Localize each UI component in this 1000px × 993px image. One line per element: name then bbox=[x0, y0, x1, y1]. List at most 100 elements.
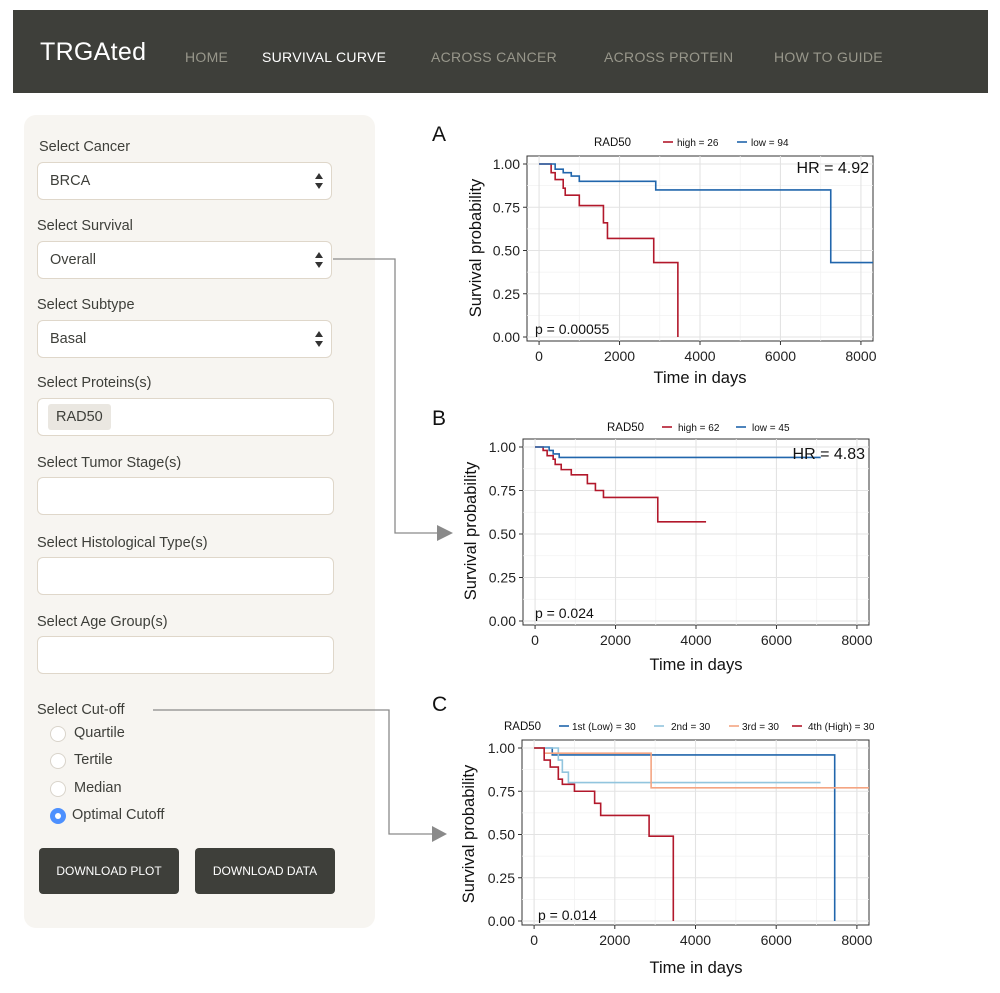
y-tick-label: 0.50 bbox=[493, 243, 520, 259]
cutoff-arrow-line bbox=[153, 709, 432, 835]
p-value: p = 0.00055 bbox=[535, 321, 610, 337]
legend-entry: 4th (High) = 30 bbox=[808, 722, 875, 733]
age-group-label: Select Age Group(s) bbox=[37, 614, 168, 630]
radio-label: Median bbox=[74, 780, 122, 796]
panel-letter-c: C bbox=[432, 693, 448, 716]
survival-label: Select Survival bbox=[37, 218, 133, 234]
cancer-select[interactable]: BRCA bbox=[37, 162, 332, 200]
radio-button[interactable] bbox=[50, 726, 66, 742]
legend-title: RAD50 bbox=[504, 721, 541, 733]
p-value: p = 0.024 bbox=[535, 605, 594, 621]
legend-entry: 2nd = 30 bbox=[671, 722, 711, 733]
x-tick-label: 2000 bbox=[599, 932, 630, 948]
x-tick-label: 4000 bbox=[684, 348, 715, 364]
x-tick-label: 8000 bbox=[841, 932, 872, 948]
cancer-select-value: BRCA bbox=[50, 173, 91, 189]
survival-chart-b: RAD50 high = 62 low = 45 0.00 0.25 0.50 0.7… bbox=[462, 422, 873, 674]
sidebar-panel: Select Cancer BRCA Select Survival Overa… bbox=[24, 115, 375, 928]
y-axis-label: Survival probability bbox=[462, 461, 480, 600]
nav-across-protein[interactable]: ACROSS PROTEIN bbox=[604, 49, 734, 65]
histological-type-label: Select Histological Type(s) bbox=[37, 535, 208, 551]
histological-type-input[interactable] bbox=[37, 557, 334, 595]
cutoff-label: Select Cut-off bbox=[37, 702, 125, 718]
x-tick-label: 0 bbox=[531, 632, 539, 648]
arrow-head-icon bbox=[432, 826, 447, 842]
subtype-label: Select Subtype bbox=[37, 297, 135, 313]
x-tick-label: 4000 bbox=[680, 632, 711, 648]
top-navbar: TRGAted HOME SURVIVAL CURVE ACROSS CANCE… bbox=[13, 10, 988, 93]
y-tick-label: 0.50 bbox=[489, 526, 516, 542]
radio-label: Optimal Cutoff bbox=[72, 807, 165, 823]
y-tick-label: 0.75 bbox=[489, 483, 516, 499]
download-plot-button[interactable]: DOWNLOAD PLOT bbox=[39, 848, 179, 894]
legend-title: RAD50 bbox=[594, 137, 631, 149]
x-axis-label: Time in days bbox=[650, 959, 743, 977]
series-line-1 bbox=[535, 446, 707, 523]
nav-how-to-guide[interactable]: HOW TO GUIDE bbox=[774, 49, 883, 65]
survival-arrow-line bbox=[333, 258, 437, 534]
x-axis-label: Time in days bbox=[650, 656, 743, 674]
proteins-input[interactable]: RAD50 bbox=[37, 398, 334, 436]
proteins-label: Select Proteins(s) bbox=[37, 375, 152, 391]
select-arrows-icon bbox=[315, 252, 323, 268]
y-tick-label: 0.25 bbox=[488, 870, 515, 886]
legend-entry: low = 45 bbox=[752, 423, 790, 434]
series-line-2 bbox=[534, 747, 821, 784]
radio-label: Quartile bbox=[74, 725, 125, 741]
y-tick-label: 1.00 bbox=[493, 156, 520, 172]
survival-chart-a: RAD50 high = 26 low = 94 0.00 0.25 0.50 0.7… bbox=[467, 137, 877, 387]
y-tick-label: 0.50 bbox=[488, 827, 515, 843]
x-tick-label: 0 bbox=[530, 932, 538, 948]
tumor-stage-label: Select Tumor Stage(s) bbox=[37, 455, 182, 471]
y-tick-label: 0.25 bbox=[489, 570, 516, 586]
download-data-button[interactable]: DOWNLOAD DATA bbox=[195, 848, 335, 894]
y-tick-label: 0.75 bbox=[493, 199, 520, 215]
brand-logo[interactable]: TRGAted bbox=[40, 38, 147, 66]
nav-across-cancer[interactable]: ACROSS CANCER bbox=[431, 49, 558, 65]
p-value: p = 0.014 bbox=[538, 907, 597, 923]
x-tick-label: 6000 bbox=[761, 932, 792, 948]
nav-home[interactable]: HOME bbox=[185, 49, 229, 65]
legend-entry: low = 94 bbox=[751, 138, 789, 149]
x-tick-label: 2000 bbox=[604, 348, 635, 364]
age-group-input[interactable] bbox=[37, 636, 334, 674]
y-tick-label: 0.75 bbox=[488, 783, 515, 799]
y-tick-label: 0.25 bbox=[493, 286, 520, 302]
y-tick-label: 0.00 bbox=[489, 613, 516, 629]
subtype-select[interactable]: Basal bbox=[37, 320, 332, 358]
series-line-1 bbox=[539, 163, 679, 337]
radio-button-selected[interactable] bbox=[50, 808, 66, 824]
y-tick-label: 1.00 bbox=[488, 740, 515, 756]
legend-title: RAD50 bbox=[607, 422, 644, 434]
select-arrows-icon bbox=[315, 173, 323, 189]
panel-letter-b: B bbox=[432, 407, 447, 430]
tumor-stage-input[interactable] bbox=[37, 477, 334, 515]
y-axis-label: Survival probability bbox=[467, 178, 485, 317]
nav-survival-curve[interactable]: SURVIVAL CURVE bbox=[262, 49, 387, 65]
x-tick-label: 4000 bbox=[680, 932, 711, 948]
radio-button[interactable] bbox=[50, 753, 66, 769]
hazard-ratio: HR = 4.83 bbox=[793, 446, 866, 463]
radio-label: Tertile bbox=[74, 752, 113, 768]
legend-entry: high = 26 bbox=[677, 138, 719, 149]
x-axis-label: Time in days bbox=[654, 369, 747, 387]
legend-entry: high = 62 bbox=[678, 423, 720, 434]
x-tick-label: 2000 bbox=[600, 632, 631, 648]
x-tick-label: 8000 bbox=[841, 632, 872, 648]
y-axis-label: Survival probability bbox=[460, 764, 478, 903]
hazard-ratio: HR = 4.92 bbox=[797, 160, 870, 177]
cancer-label: Select Cancer bbox=[39, 139, 131, 155]
subtype-select-value: Basal bbox=[50, 331, 87, 347]
x-tick-label: 0 bbox=[535, 348, 543, 364]
survival-select-value: Overall bbox=[50, 252, 96, 268]
series-line-4 bbox=[534, 747, 675, 921]
series-line-2 bbox=[539, 163, 873, 264]
y-tick-label: 1.00 bbox=[489, 439, 516, 455]
survival-select[interactable]: Overall bbox=[37, 241, 332, 279]
y-tick-label: 0.00 bbox=[493, 329, 520, 345]
legend-entry: 3rd = 30 bbox=[742, 722, 779, 733]
select-arrows-icon bbox=[315, 331, 323, 347]
radio-button[interactable] bbox=[50, 781, 66, 797]
protein-tag[interactable]: RAD50 bbox=[48, 404, 111, 430]
x-tick-label: 6000 bbox=[765, 348, 796, 364]
